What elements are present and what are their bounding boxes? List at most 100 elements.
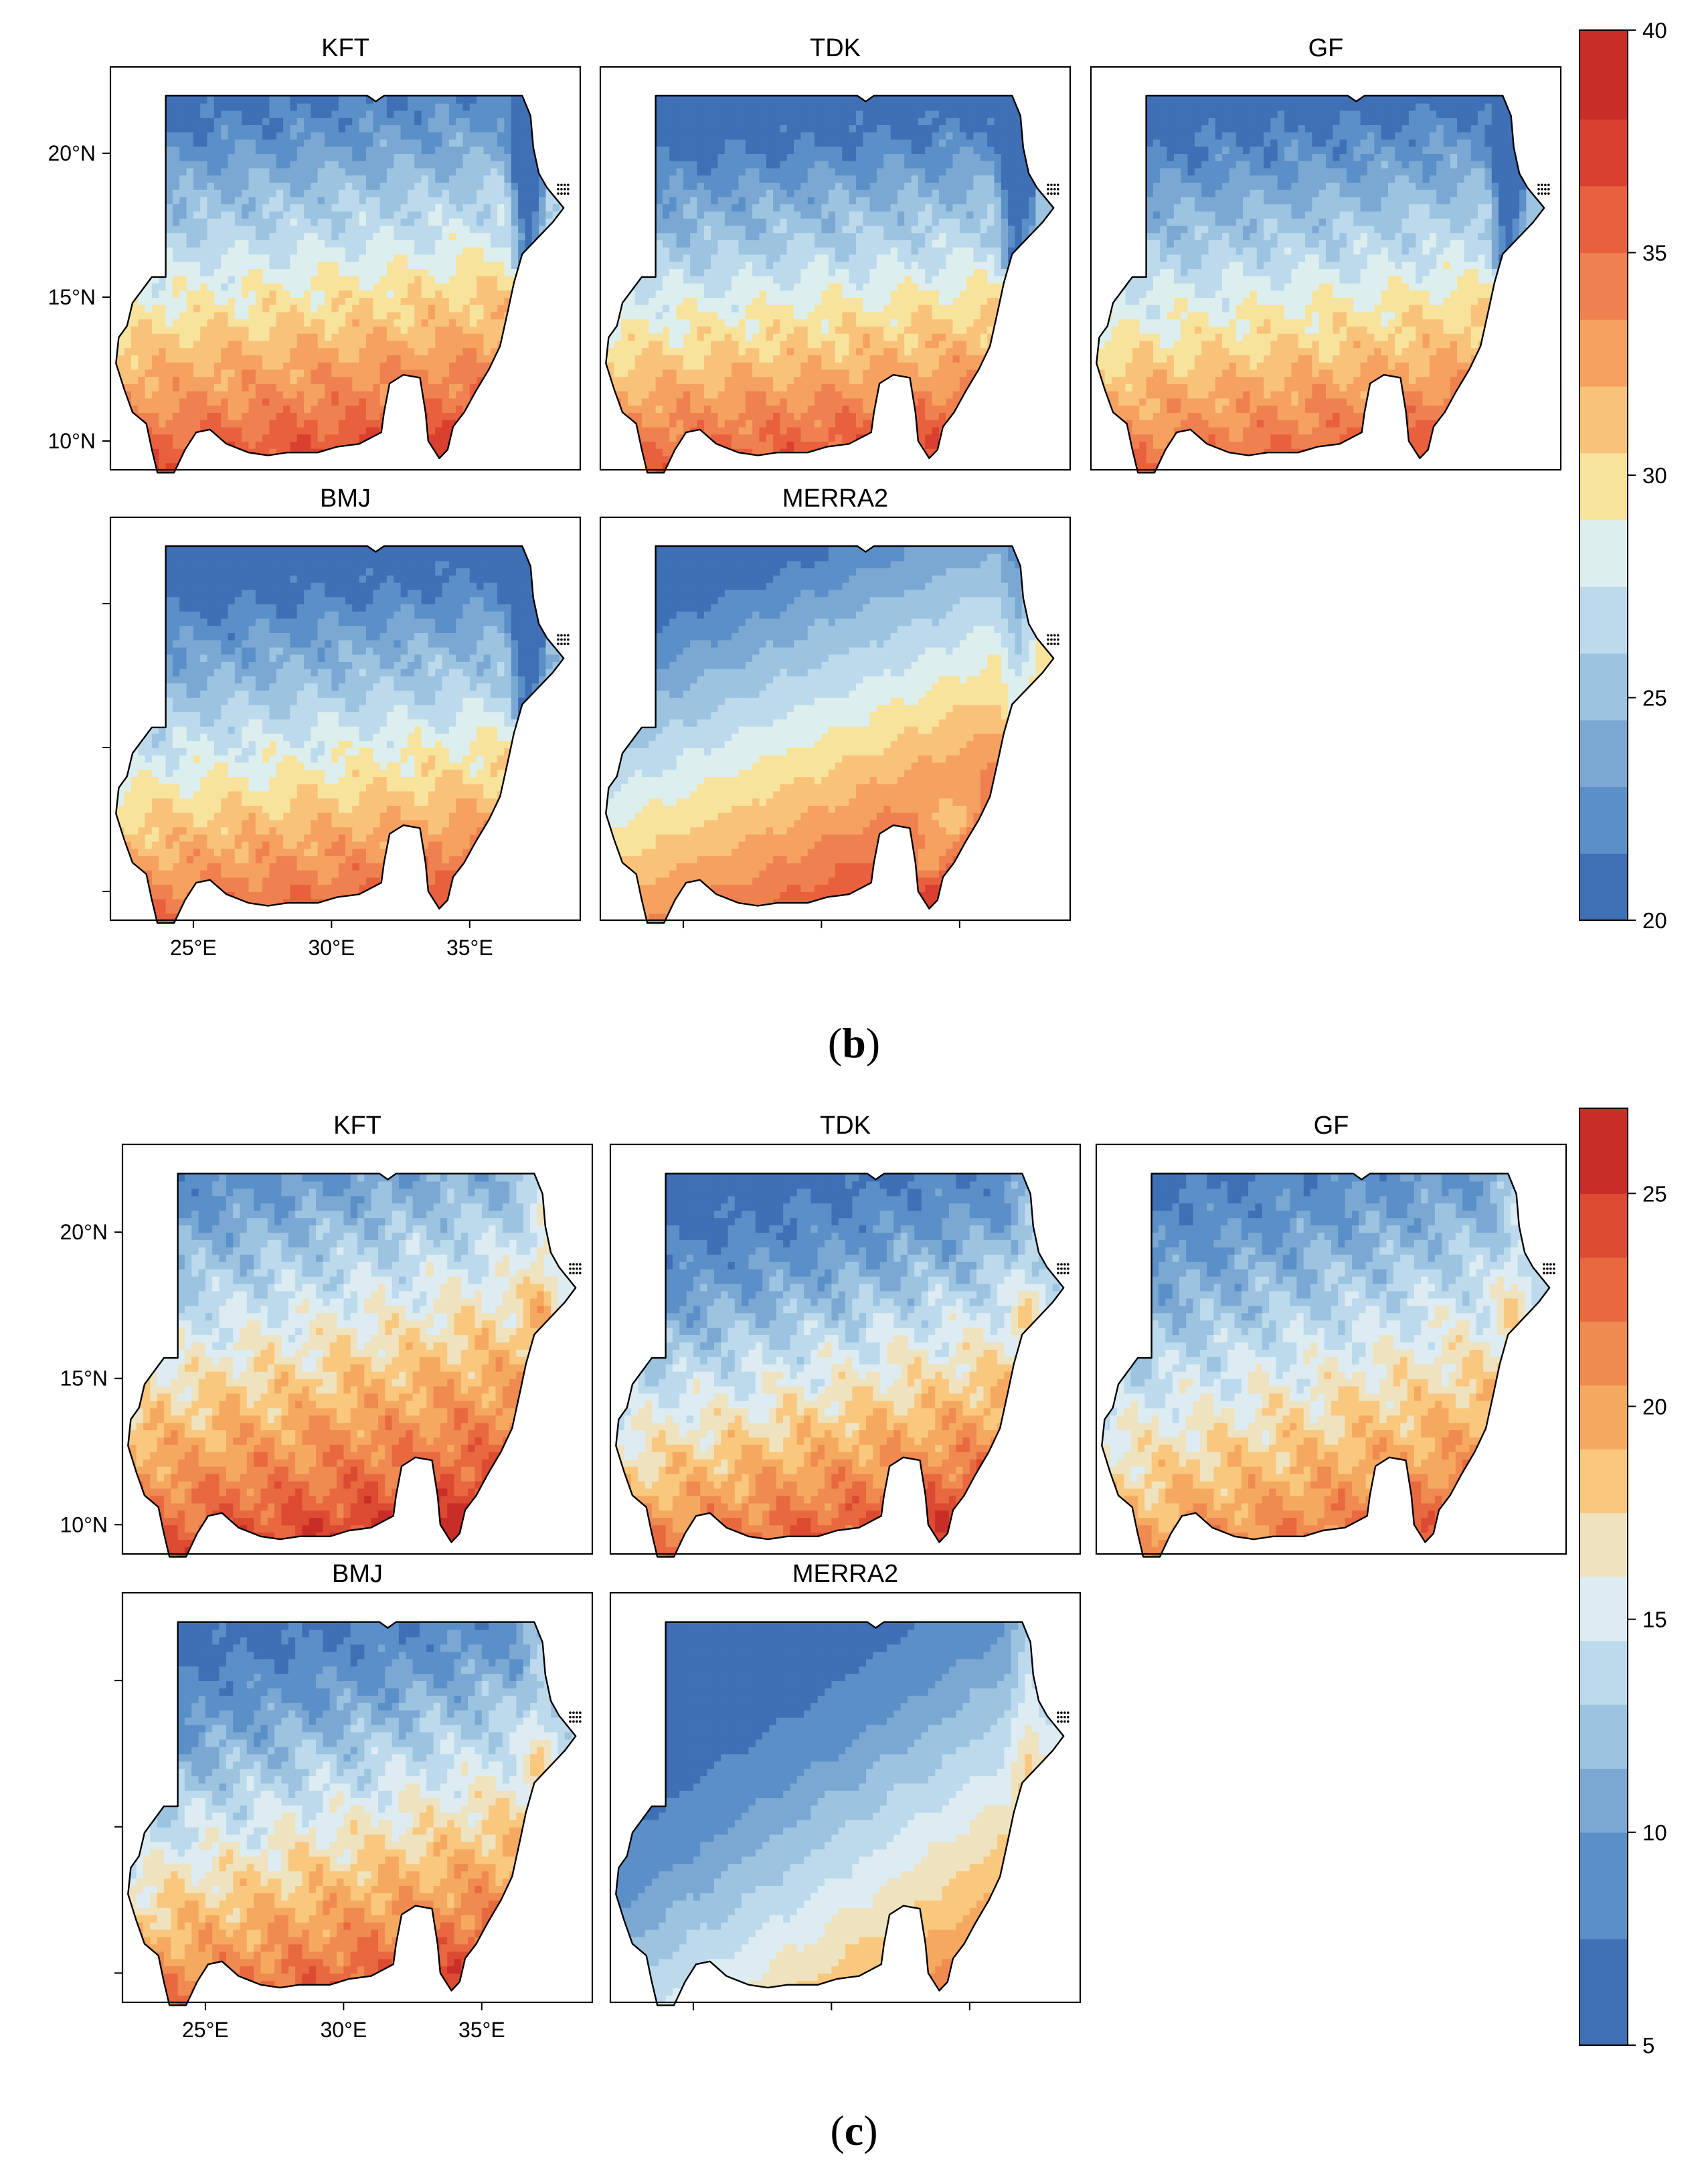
grid-cell <box>359 311 367 320</box>
grid-cell <box>145 383 153 391</box>
grid-cell <box>331 376 339 384</box>
grid-cell <box>359 96 367 104</box>
grid-cell <box>614 412 622 420</box>
grid-cell <box>159 311 167 320</box>
grid-cell <box>683 189 691 197</box>
grid-cell <box>296 390 305 399</box>
grid-cell <box>732 203 740 211</box>
grid-cell <box>304 153 312 161</box>
grid-cell <box>276 246 284 255</box>
grid-cell <box>379 441 388 449</box>
grid-cell <box>504 182 512 190</box>
grid-cell <box>276 139 284 147</box>
grid-cell <box>462 398 471 406</box>
grid-cell <box>462 131 471 140</box>
grid-cell <box>338 347 346 355</box>
grid-cell <box>228 319 236 327</box>
grid-cell <box>738 326 746 334</box>
grid-cell <box>234 470 242 473</box>
grid-cell <box>566 146 574 154</box>
grid-cell <box>214 448 222 456</box>
grid-cell <box>276 290 284 298</box>
grid-cell <box>607 412 615 420</box>
grid-cell <box>172 470 181 473</box>
grid-cell <box>366 470 374 473</box>
grid-cell <box>442 196 450 205</box>
grid-cell <box>352 131 360 140</box>
grid-cell <box>683 160 691 169</box>
grid-cell <box>276 426 284 435</box>
grid-cell <box>511 175 519 183</box>
grid-cell <box>525 240 533 248</box>
grid-cell <box>400 131 408 140</box>
grid-cell <box>560 225 564 234</box>
grid-cell <box>477 434 485 442</box>
grid-cell <box>138 182 146 190</box>
grid-cell <box>407 153 416 161</box>
grid-cell <box>296 383 305 391</box>
grid-cell <box>525 182 533 190</box>
grid-cell <box>456 470 464 473</box>
grid-cell <box>697 369 705 377</box>
grid-cell <box>407 398 416 406</box>
grid-cell <box>366 398 374 406</box>
grid-cell <box>407 232 416 240</box>
grid-cell <box>414 225 422 234</box>
grid-cell <box>386 232 395 240</box>
grid-cell <box>490 153 498 161</box>
grid-cell <box>304 369 312 377</box>
grid-cell <box>456 182 464 190</box>
grid-cell <box>525 96 533 104</box>
grid-cell <box>717 319 725 327</box>
grid-cell <box>145 211 153 219</box>
grid-cell <box>242 139 250 147</box>
grid-cell <box>400 419 408 428</box>
grid-cell <box>641 139 650 147</box>
grid-cell <box>738 96 746 104</box>
grid-cell <box>552 96 560 104</box>
grid-cell <box>317 240 325 248</box>
grid-cell <box>435 217 443 226</box>
grid-cell <box>539 139 547 147</box>
grid-cell <box>207 124 215 133</box>
grid-cell <box>248 139 256 147</box>
grid-cell <box>179 96 187 104</box>
grid-cell <box>504 268 512 276</box>
grid-cell <box>311 355 319 363</box>
grid-cell <box>732 311 740 320</box>
grid-cell <box>186 203 194 211</box>
grid-cell <box>483 434 491 442</box>
grid-cell <box>117 398 125 406</box>
grid-cell <box>628 297 636 305</box>
grid-cell <box>186 383 194 391</box>
grid-cell <box>248 369 256 377</box>
grid-cell <box>325 196 333 205</box>
grid-cell <box>214 153 222 161</box>
grid-cell <box>352 160 360 169</box>
grid-cell <box>738 347 746 355</box>
grid-cell <box>262 448 270 456</box>
grid-cell <box>462 189 471 197</box>
grid-cell <box>448 117 457 125</box>
grid-cell <box>483 326 491 334</box>
grid-cell <box>331 96 339 104</box>
grid-cell <box>545 434 553 442</box>
grid-cell <box>386 160 395 169</box>
grid-cell <box>607 361 615 370</box>
grid-cell <box>116 268 118 276</box>
grid-cell <box>276 361 284 370</box>
grid-cell <box>462 110 471 118</box>
grid-cell <box>117 455 125 464</box>
grid-cell <box>179 261 187 269</box>
grid-cell <box>179 319 187 327</box>
grid-cell <box>607 102 615 111</box>
grid-cell <box>179 470 187 473</box>
grid-cell <box>483 340 491 349</box>
grid-cell <box>186 117 194 125</box>
grid-cell <box>262 110 270 118</box>
grid-cell <box>717 340 725 349</box>
grid-cell <box>414 311 422 320</box>
grid-cell <box>117 304 125 313</box>
grid-cell <box>186 232 194 240</box>
grid-cell <box>228 189 236 197</box>
